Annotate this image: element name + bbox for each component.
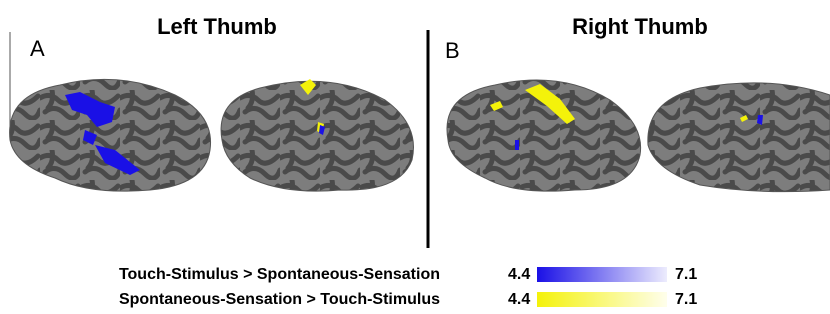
figure: Left Thumb A Right Thumb B Touch-Stimulus > … <box>0 0 830 314</box>
color-bar <box>537 267 667 282</box>
color-bar <box>537 292 667 307</box>
legend-min: 4.4 <box>508 266 530 283</box>
legend-label: Spontaneous-Sensation > Touch-Stimulus <box>119 291 440 308</box>
panel-title: Left Thumb <box>157 14 277 39</box>
panel-letter: A <box>30 36 45 61</box>
legend-max: 7.1 <box>675 266 697 283</box>
legend-max: 7.1 <box>675 291 697 308</box>
brain <box>10 79 211 191</box>
legend-label: Touch-Stimulus > Spontaneous-Sensation <box>119 266 440 283</box>
panel-title: Right Thumb <box>572 14 708 39</box>
legend-min: 4.4 <box>508 291 530 308</box>
brain <box>648 83 830 192</box>
brain <box>447 80 641 191</box>
panel-letter: B <box>445 38 460 63</box>
brain <box>221 79 413 191</box>
